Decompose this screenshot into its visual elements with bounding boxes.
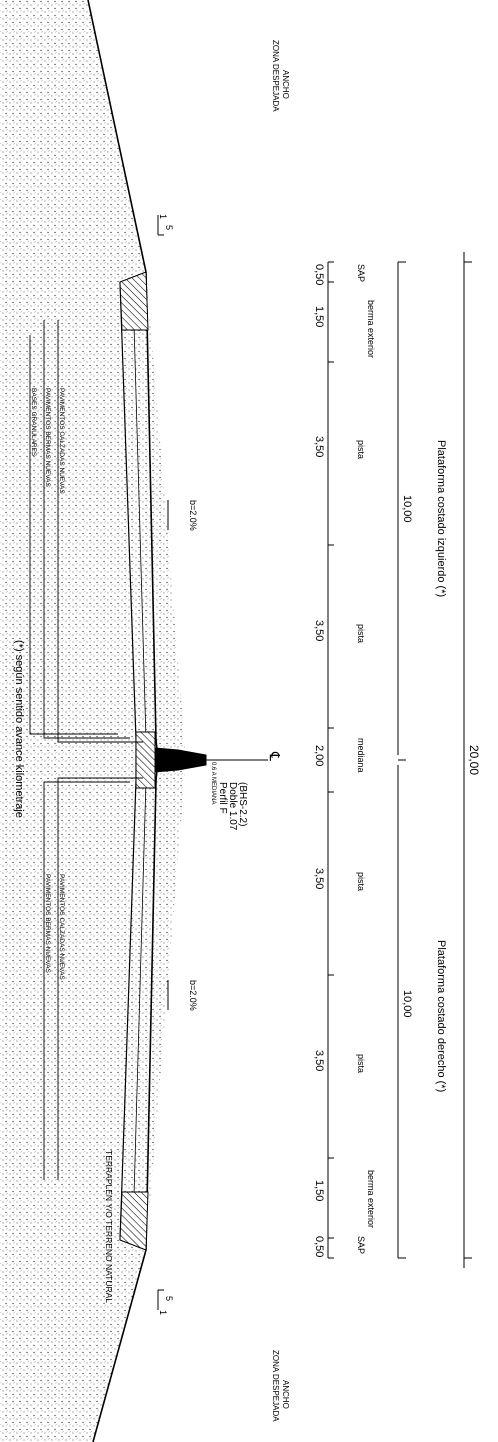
clear-zone-right-line2: ZONA DESPEJADA bbox=[271, 1350, 280, 1422]
barrier-type: Perfil F bbox=[217, 782, 228, 814]
clear-zone-left-line2: ZONA DESPEJADA bbox=[271, 40, 280, 112]
clear-zone-left-line1: ANCHO bbox=[281, 70, 290, 99]
lane-width-lane2: 3,50 bbox=[313, 620, 325, 641]
dimension-lines bbox=[327, 252, 472, 1268]
centerline-symbol: ℄ bbox=[267, 751, 283, 761]
right-layer-shoulders: PAVIMENTOS BERMAS NUEVAS bbox=[44, 874, 51, 974]
lane-width-sap-right: 0,50 bbox=[313, 1236, 325, 1257]
lane-label-lane3: pista bbox=[356, 872, 366, 891]
footnote: (*) según sentido avance kilometraje bbox=[13, 640, 25, 818]
left-slope-run: 5 bbox=[164, 225, 174, 230]
lane-width-berm-right: 1,50 bbox=[313, 1180, 325, 1201]
lane-width-sap-left: 0,50 bbox=[313, 264, 325, 285]
lane-width-median: 2,00 bbox=[313, 745, 325, 766]
left-slope-indicator: 1 5 bbox=[157, 214, 174, 236]
left-shoulder-block bbox=[119, 271, 149, 331]
embankment-label: TERRAPLEN Y/O TERRENO NATURAL bbox=[104, 1150, 114, 1303]
left-layer-leaders bbox=[29, 320, 143, 743]
embankment-soil bbox=[0, 0, 186, 1442]
right-layer-carriageway: PAVIMENTOS CALZADAS NUEVAS bbox=[58, 874, 65, 980]
left-layer-shoulders: PAVIMENTOS BERMAS NUEVAS bbox=[44, 388, 51, 488]
right-shoulder-block bbox=[119, 1191, 149, 1251]
total-width: 20,00 bbox=[467, 745, 481, 775]
lane-label-berm-left: berma exterior bbox=[366, 300, 376, 358]
lane-label-lane1: pista bbox=[356, 440, 366, 459]
right-platform-width: 10,00 bbox=[401, 990, 413, 1018]
barrier-note: 0.6 A MEDIANA bbox=[210, 762, 216, 804]
left-layer-carriageway: PAVIMENTOS CALZADAS NUEVAS bbox=[58, 388, 65, 494]
lane-label-median: mediana bbox=[356, 738, 366, 773]
barrier-code: (BHS-2.2) bbox=[237, 782, 248, 826]
right-slope-rise: 1 bbox=[158, 1310, 168, 1315]
lane-label-berm-right: berma exterior bbox=[366, 1170, 376, 1228]
right-slope-run: 5 bbox=[164, 1296, 174, 1301]
left-platform-label: Plataforma costado izquierdo (*) bbox=[435, 440, 447, 597]
left-layer-bases: BASES GRANULARES bbox=[30, 388, 37, 457]
right-slope-indicator: 5 1 bbox=[157, 1289, 174, 1315]
barrier-height: Doble 1.07 bbox=[227, 782, 238, 831]
lane-width-berm-left: 1,50 bbox=[313, 306, 325, 327]
lane-label-lane2: pista bbox=[356, 624, 366, 643]
right-platform-label: Plataforma costado derecho (*) bbox=[435, 940, 447, 1092]
ground-line bbox=[87, 0, 147, 1442]
left-platform-width: 10,00 bbox=[401, 495, 413, 523]
clear-zone-right-line1: ANCHO bbox=[281, 1380, 290, 1409]
right-cross-slope: b=2.0% bbox=[188, 980, 198, 1011]
lane-label-sap-left: SAP bbox=[356, 264, 366, 282]
left-cross-slope: b=2.0% bbox=[188, 500, 198, 531]
median-barrier bbox=[154, 747, 207, 773]
lane-width-lane3: 3,50 bbox=[313, 868, 325, 889]
left-slope-rise: 1 bbox=[158, 214, 168, 219]
median-block bbox=[135, 731, 156, 789]
lane-width-lane1: 3,50 bbox=[313, 436, 325, 457]
lane-width-lane4: 3,50 bbox=[313, 1050, 325, 1071]
right-layer-leaders bbox=[43, 777, 143, 1180]
lane-label-lane4: pista bbox=[356, 1054, 366, 1073]
lane-label-sap-right: SAP bbox=[356, 1236, 366, 1254]
